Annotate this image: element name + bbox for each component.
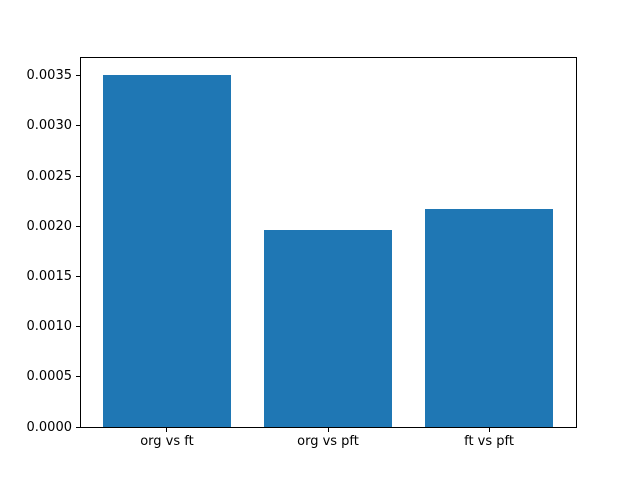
x-tick-mark	[488, 427, 490, 432]
x-tick-mark	[166, 427, 168, 432]
x-tick-mark	[327, 427, 329, 432]
y-tick-label: 0.0005	[26, 369, 73, 385]
y-tick-mark	[75, 326, 80, 328]
y-tick-label: 0.0025	[26, 168, 73, 184]
y-tick-mark	[75, 376, 80, 378]
axis-spine-right	[575, 57, 577, 428]
y-tick-mark	[75, 426, 80, 428]
y-tick-label: 0.0015	[26, 269, 73, 285]
bar	[424, 209, 554, 428]
y-tick-mark	[75, 175, 80, 177]
y-tick-mark	[75, 75, 80, 77]
y-tick-mark	[75, 225, 80, 227]
y-tick-label: 0.0020	[26, 218, 73, 234]
axis-spine-top	[79, 57, 577, 59]
bar	[263, 230, 393, 428]
y-tick-label: 0.0000	[26, 419, 73, 435]
y-tick-mark	[75, 125, 80, 127]
y-tick-label: 0.0010	[26, 319, 73, 335]
x-tick-label: org vs ft	[140, 434, 194, 450]
x-tick-label: ft vs pft	[464, 434, 514, 450]
y-tick-mark	[75, 276, 80, 278]
axis-spine-bottom	[79, 426, 577, 428]
y-tick-label: 0.0030	[26, 118, 73, 134]
plot-area	[80, 58, 576, 428]
x-tick-label: org vs pft	[297, 434, 359, 450]
bar	[102, 74, 232, 428]
y-tick-label: 0.0035	[26, 68, 73, 84]
axis-spine-left	[79, 57, 81, 428]
